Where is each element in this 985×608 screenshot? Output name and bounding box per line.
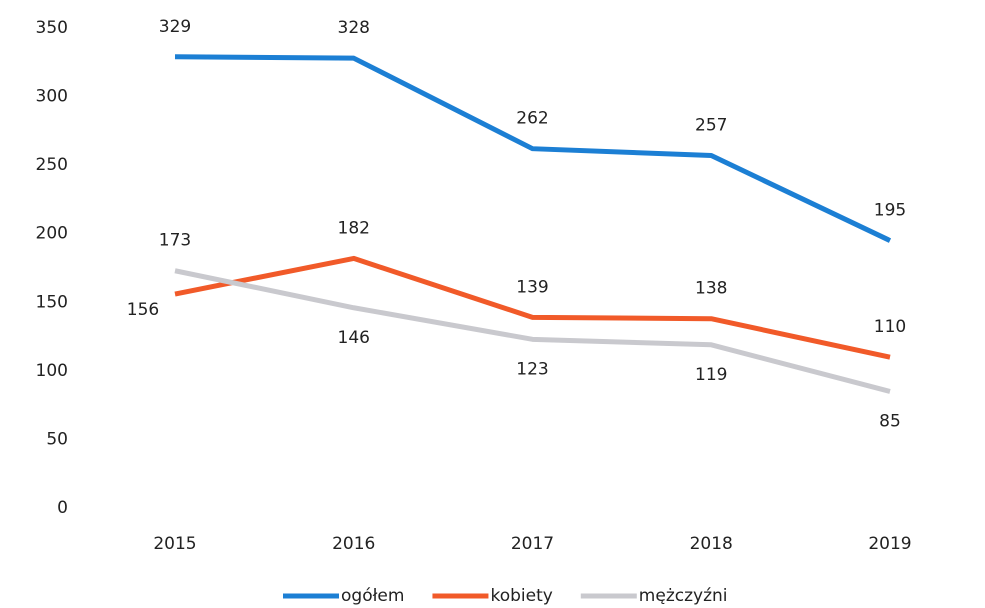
data-label: 328 xyxy=(338,18,370,38)
data-label: 139 xyxy=(516,277,548,297)
data-label: 85 xyxy=(879,411,901,431)
data-label: 195 xyxy=(874,201,906,221)
data-label: 119 xyxy=(695,365,727,385)
data-label: 138 xyxy=(695,279,727,299)
data-label: 182 xyxy=(338,218,370,238)
y-tick-label: 250 xyxy=(36,155,68,175)
data-label: 110 xyxy=(874,317,906,337)
y-tick-label: 50 xyxy=(46,429,68,449)
series-line xyxy=(174,54,892,243)
data-label: 329 xyxy=(159,17,191,37)
x-tick-label: 2017 xyxy=(511,534,554,554)
legend-label: mężczyźni xyxy=(639,586,728,606)
series-line xyxy=(174,255,891,360)
data-label: 156 xyxy=(127,300,159,320)
x-tick-label: 2019 xyxy=(868,534,911,554)
data-label: 146 xyxy=(338,328,370,348)
x-tick-label: 2016 xyxy=(332,534,375,554)
data-label: 123 xyxy=(516,359,548,379)
data-label: 173 xyxy=(159,231,191,251)
legend-label: ogółem xyxy=(341,586,404,606)
series-line xyxy=(174,268,891,394)
data-label: 262 xyxy=(516,109,548,129)
data-label: 257 xyxy=(695,116,727,136)
y-tick-label: 100 xyxy=(36,361,68,381)
y-tick-label: 150 xyxy=(36,292,68,312)
y-tick-label: 350 xyxy=(36,18,68,38)
y-tick-label: 0 xyxy=(57,498,68,518)
x-tick-label: 2018 xyxy=(690,534,733,554)
legend-label: kobiety xyxy=(490,586,552,606)
x-tick-label: 2015 xyxy=(153,534,196,554)
y-tick-label: 200 xyxy=(36,224,68,244)
y-tick-label: 300 xyxy=(36,87,68,107)
